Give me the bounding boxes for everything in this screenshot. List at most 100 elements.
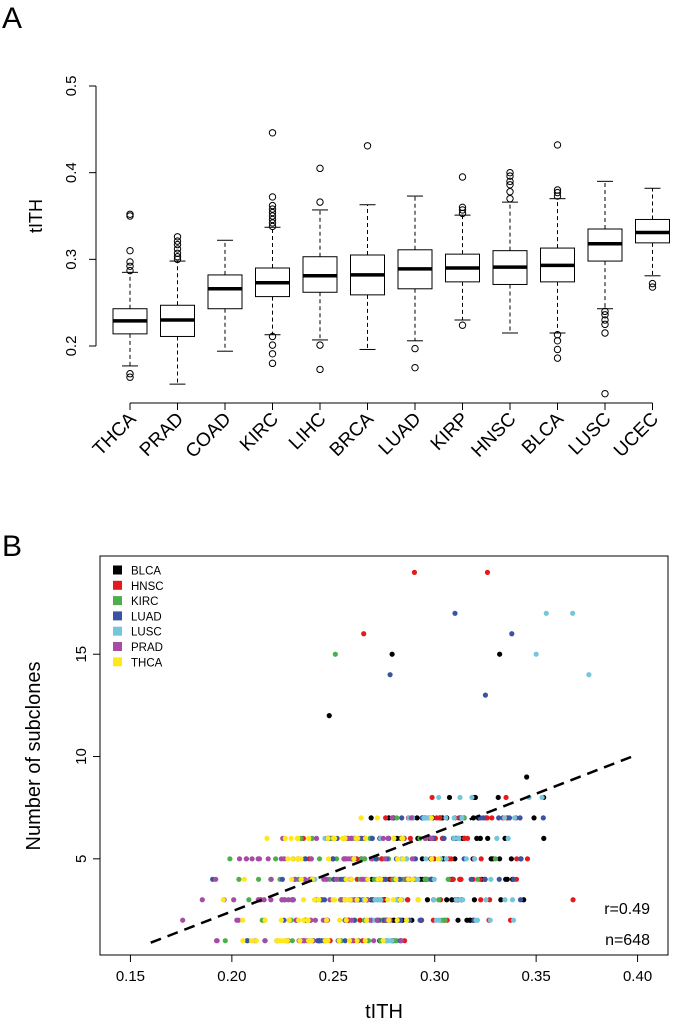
point-kirc (436, 897, 442, 903)
box-thca (112, 210, 148, 381)
outlier-point (173, 249, 182, 257)
point-luad (482, 692, 489, 698)
point-blca (485, 835, 491, 841)
point-thca (301, 917, 307, 923)
y-tick-label: 5 (73, 855, 90, 863)
point-luad (302, 856, 309, 862)
point-prad (278, 856, 284, 862)
x-tick-label: THCA (89, 408, 141, 460)
point-luad (496, 815, 502, 821)
point-thca (346, 938, 353, 944)
outlier-point (601, 311, 609, 319)
point-prad (380, 835, 386, 841)
point-prad (346, 835, 352, 841)
point-blca (531, 815, 537, 821)
point-thca (324, 917, 330, 923)
point-lusc (473, 917, 479, 923)
x-tick-label: 0.35 (522, 968, 551, 985)
box-luad (397, 195, 433, 372)
point-luad (517, 897, 524, 903)
point-lusc (533, 651, 539, 657)
point-thca (358, 815, 364, 821)
point-thca (324, 938, 330, 944)
point-prad (385, 835, 391, 841)
point-prad (312, 917, 318, 923)
point-thca (309, 938, 315, 944)
point-thca (374, 815, 380, 821)
point-thca (298, 856, 304, 862)
outlier-point (601, 307, 609, 316)
point-thca (428, 815, 434, 821)
point-lusc (487, 917, 493, 923)
point-luad (506, 815, 513, 821)
point-thca (362, 835, 369, 841)
point-lusc (472, 856, 478, 862)
y-axis-label: Number of subclones (23, 662, 45, 851)
point-hnsc (405, 897, 411, 903)
point-lusc (570, 610, 576, 616)
point-lusc (423, 856, 429, 862)
point-kirc (442, 917, 448, 923)
point-blca (452, 856, 458, 862)
plot-frame (99, 555, 669, 956)
point-prad (348, 917, 355, 923)
point-thca (400, 856, 406, 862)
point-hnsc (411, 569, 418, 575)
point-thca (337, 917, 343, 923)
point-thca (405, 876, 411, 882)
point-hnsc (484, 569, 491, 575)
outlier-point (268, 341, 277, 349)
point-hnsc (357, 917, 363, 923)
point-thca (384, 897, 391, 903)
outlier-point (126, 246, 134, 255)
x-tick-label: COAD (182, 409, 236, 463)
point-lusc (509, 897, 516, 903)
point-hnsc (429, 794, 435, 801)
y-tick-label: 0.5 (63, 76, 80, 97)
y-tick-label: 0.4 (63, 162, 80, 183)
legend-label: HNSC (131, 581, 164, 593)
y-tick-label: 15 (73, 646, 90, 663)
point-hnsc (457, 876, 463, 882)
point-lusc (421, 815, 427, 821)
outlier-point (268, 212, 277, 220)
x-tick-label: UCEC (610, 409, 663, 462)
outlier-point (411, 363, 419, 372)
point-prad (261, 897, 267, 903)
point-thca (394, 917, 400, 923)
point-lusc (483, 897, 489, 903)
outlier-point (268, 332, 277, 341)
point-thca (380, 938, 386, 944)
x-tick-label: 0.30 (420, 968, 449, 985)
point-thca (305, 917, 311, 923)
point-thca (397, 897, 404, 903)
point-thca (415, 897, 422, 903)
point-lusc (488, 876, 494, 882)
point-luad (511, 876, 517, 882)
point-hnsc (383, 815, 389, 821)
point-kirc (492, 856, 498, 862)
point-kirc (332, 651, 338, 657)
outlier-point (268, 350, 277, 358)
point-thca (295, 835, 301, 841)
outlier-point (268, 215, 277, 224)
outlier-point (126, 258, 134, 266)
outlier-point (316, 341, 324, 349)
point-luad (387, 672, 393, 678)
point-thca (353, 835, 359, 841)
point-lusc (494, 835, 500, 841)
point-hnsc (361, 631, 367, 637)
point-thca (403, 917, 410, 923)
point-thca (435, 856, 442, 862)
outlier-point (268, 219, 277, 227)
legend-label: LUSC (131, 627, 162, 639)
point-blca (497, 856, 503, 862)
point-thca (362, 897, 368, 903)
point-lusc (543, 610, 549, 616)
point-luad (338, 876, 344, 882)
point-hnsc (514, 856, 520, 862)
point-thca (286, 917, 293, 923)
point-blca (419, 856, 425, 862)
point-blca (455, 917, 461, 923)
outlier-point (506, 177, 514, 186)
